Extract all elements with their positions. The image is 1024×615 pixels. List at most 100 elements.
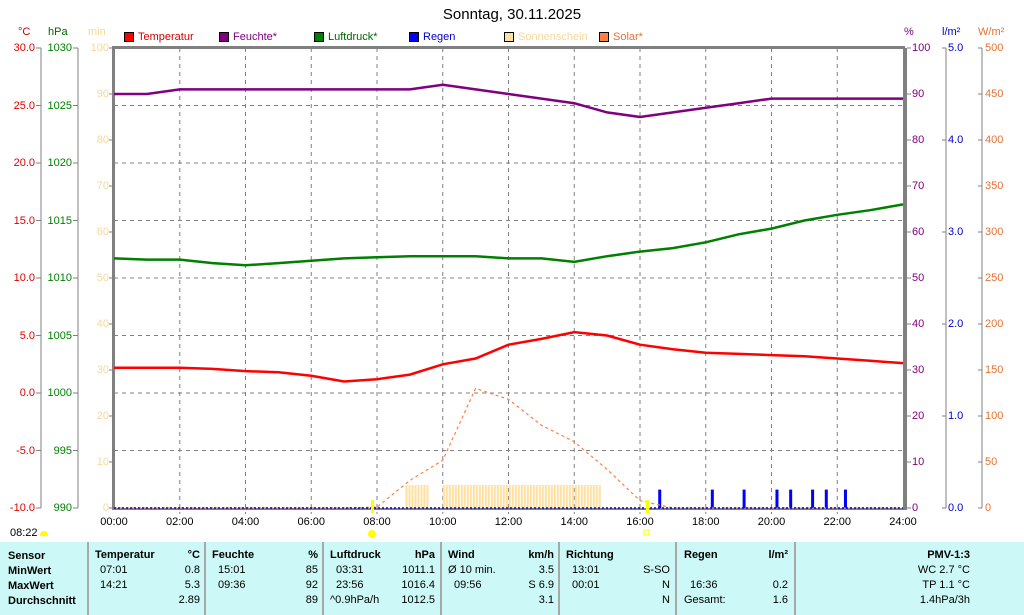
unit-solar: W/m² xyxy=(978,26,1005,38)
solar-tick: 150 xyxy=(985,364,1004,376)
pmv-pressure-trend: 1.4hPa/3h xyxy=(919,594,970,606)
solar-tick: 450 xyxy=(985,88,1004,100)
legend-luftdruck: Luftdruck* xyxy=(314,31,378,43)
wind-unit: km/h xyxy=(528,549,554,561)
wind-avg10-value: 3.5 xyxy=(538,564,554,576)
humidity-tick: 90 xyxy=(912,88,925,100)
stats-regen: Regen l/m² 16:36 0.2 Gesamt: 1.6 xyxy=(684,542,788,615)
pmv-dewpoint: TP 1.1 °C xyxy=(922,579,970,591)
temp-tick: -10.0 xyxy=(9,502,35,514)
sun-icon xyxy=(39,530,48,536)
sunmin-tick: 90 xyxy=(96,88,109,100)
rain-tick: 5.0 xyxy=(948,42,964,54)
pressure-tick: 1010 xyxy=(47,272,72,284)
humidity-tick: 100 xyxy=(912,42,931,54)
time-tick: 22:00 xyxy=(823,516,852,528)
sunmin-tick: 70 xyxy=(96,180,109,192)
time-tick: 14:00 xyxy=(560,516,589,528)
stats-pmv: PMV-1:3 WC 2.7 °C TP 1.1 °C 1.4hPa/3h xyxy=(800,542,970,615)
sunshine-bars xyxy=(405,485,601,508)
stats-panel: Sensor MinWert MaxWert Durchschnitt Temp… xyxy=(0,542,1024,615)
legend-temperatur: Temperatur xyxy=(124,31,194,43)
stats-wind: Wind km/h Ø 10 min. 3.5 09:56 S 6.9 3.1 xyxy=(448,542,554,615)
temperatur-header: Temperatur xyxy=(95,549,155,561)
humidity-tick: 40 xyxy=(912,318,925,330)
legend-label: Feuchte* xyxy=(233,31,278,43)
pressure-tick: 1030 xyxy=(47,42,72,54)
chart-title: Sonntag, 30.11.2025 xyxy=(442,6,582,23)
time-tick: 08:00 xyxy=(363,516,391,528)
feuchte-max-time: 09:36 xyxy=(218,579,246,591)
sensor-header: Sensor xyxy=(8,550,46,562)
divider xyxy=(87,542,89,615)
luftdruck-trend: ^0.9hPa/h xyxy=(330,594,380,606)
feuchte-header: Feuchte xyxy=(212,549,255,561)
divider xyxy=(440,542,442,615)
stats-sensor-column: Sensor MinWert MaxWert Durchschnitt xyxy=(8,542,88,615)
rain-tick: 1.0 xyxy=(948,410,964,422)
unit-humidity: % xyxy=(904,26,914,38)
temp-tick: 0.0 xyxy=(19,387,35,399)
time-tick: 24:00 xyxy=(889,516,917,528)
regen-last-time: 16:36 xyxy=(690,579,718,591)
solar-tick: 350 xyxy=(985,180,1004,192)
humidity-tick: 30 xyxy=(912,364,925,376)
legend-swatch xyxy=(409,32,419,42)
wind-avg10-label: Ø 10 min. xyxy=(448,564,496,576)
pressure-tick: 1020 xyxy=(47,157,72,169)
time-tick: 02:00 xyxy=(165,516,194,528)
sunmin-tick: 30 xyxy=(96,364,109,376)
solar-tick: 500 xyxy=(985,42,1004,54)
pressure-tick: 1005 xyxy=(47,329,72,342)
time-tick: 12:00 xyxy=(494,516,523,528)
rain-tick: 2.0 xyxy=(948,318,964,330)
divider xyxy=(675,542,677,615)
wind-avg: 3.1 xyxy=(538,594,554,606)
unit-rain: l/m² xyxy=(942,26,961,38)
axis-lines xyxy=(36,46,983,510)
richtung-time-1: 13:01 xyxy=(572,564,600,576)
legend-swatch xyxy=(124,32,134,42)
legend-sonnenschein: Sonnenschein xyxy=(504,31,588,43)
sunset-marker xyxy=(646,500,649,513)
feuchte-avg: 89 xyxy=(305,594,318,606)
weather-chart: Sonntag, 30.11.2025 Temperatur Feuchte* … xyxy=(9,6,1005,539)
solar-tick: 0 xyxy=(985,502,992,514)
unit-sunmin: min xyxy=(88,26,106,38)
humidity-tick: 50 xyxy=(912,272,925,284)
luftdruck-max: 1016.4 xyxy=(401,579,435,591)
stats-richtung: Richtung 13:01 S-SO 00:01 N N xyxy=(566,542,670,615)
luftdruck-max-time: 23:56 xyxy=(336,579,364,591)
legend-swatch xyxy=(314,32,324,42)
plot-area xyxy=(36,46,983,538)
legend-label: Temperatur xyxy=(138,31,194,43)
humidity-tick: 20 xyxy=(912,410,925,422)
richtung-value-1: S-SO xyxy=(643,564,670,576)
temperatur-min-time: 07:01 xyxy=(100,564,128,576)
sunmin-tick: 0 xyxy=(102,502,109,514)
sunmin-tick: 20 xyxy=(96,410,109,422)
temp-tick: 15.0 xyxy=(13,214,35,227)
solar-tick: 200 xyxy=(985,318,1004,330)
sunmin-tick: 40 xyxy=(96,318,109,330)
time-tick: 10:00 xyxy=(428,516,457,528)
row-label-max: MaxWert xyxy=(8,580,54,592)
humidity-tick: 10 xyxy=(912,456,925,468)
row-label-min: MinWert xyxy=(8,565,52,577)
time-tick: 04:00 xyxy=(231,516,260,528)
pmv-header: PMV-1:3 xyxy=(927,549,970,561)
luftdruck-unit: hPa xyxy=(414,549,435,561)
legend-label: Regen xyxy=(423,31,456,43)
wind-max-value: S 6.9 xyxy=(528,579,554,591)
temperatur-max: 5.3 xyxy=(184,579,200,591)
feuchte-max: 92 xyxy=(305,579,318,591)
regen-total-label: Gesamt: xyxy=(684,594,726,606)
wind-header: Wind xyxy=(448,549,475,561)
richtung-time-2: 00:01 xyxy=(572,579,600,591)
humidity-tick: 60 xyxy=(912,226,925,238)
pressure-tick: 990 xyxy=(53,502,72,514)
temp-tick: -5.0 xyxy=(16,444,35,457)
luftdruck-header: Luftdruck xyxy=(330,549,381,561)
legend-label: Luftdruck* xyxy=(328,31,378,43)
row-label-avg: Durchschnitt xyxy=(8,595,76,607)
